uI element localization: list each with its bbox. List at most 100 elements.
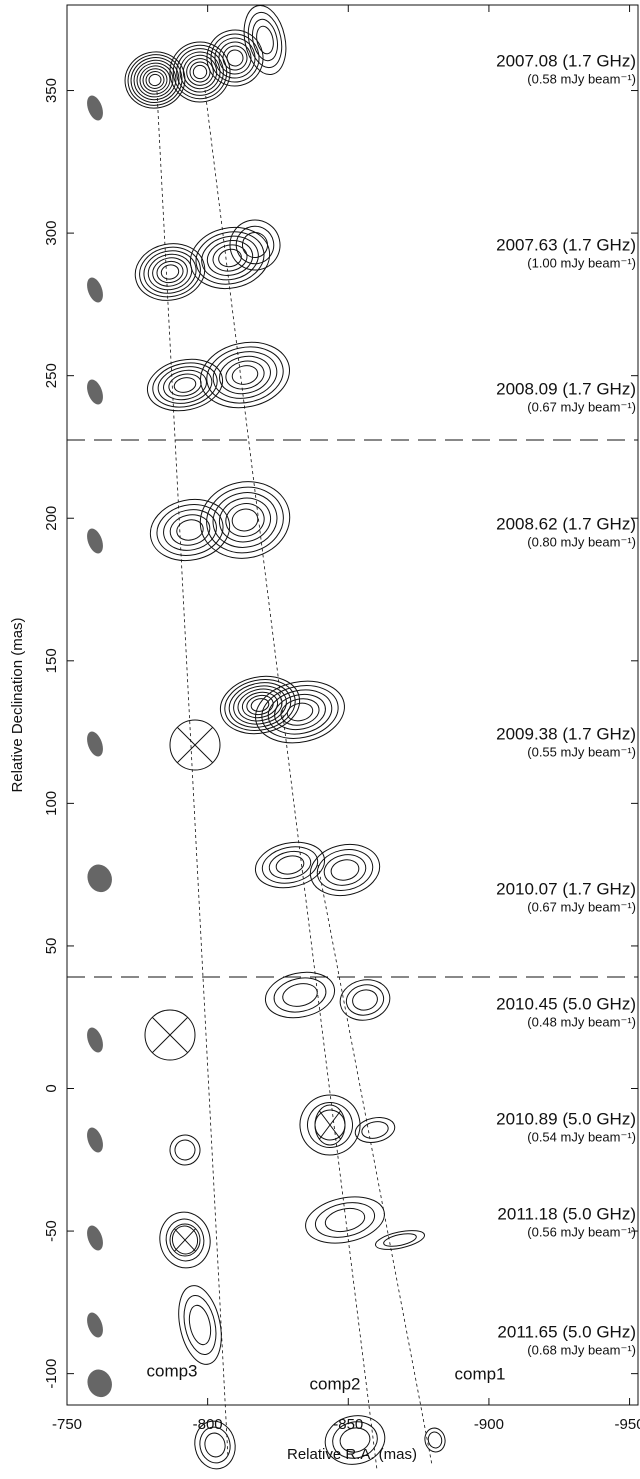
epoch-noise: (0.54 mJy beam⁻¹) (527, 1129, 636, 1144)
x-tick-label: -900 (474, 1416, 504, 1433)
contour-maps (120, 2, 447, 1473)
beam (84, 1366, 116, 1401)
y-tick-label: 50 (43, 938, 60, 955)
y-tick-label: 250 (43, 363, 60, 388)
epoch-noise: (0.55 mJy beam⁻¹) (527, 744, 636, 759)
contour (203, 1431, 228, 1459)
epoch-noise: (1.00 mJy beam⁻¹) (527, 255, 636, 270)
contour (215, 493, 274, 546)
contour (149, 357, 222, 412)
contour (188, 60, 212, 84)
epoch-noise: (0.58 mJy beam⁻¹) (527, 71, 636, 86)
contour (274, 853, 305, 876)
contour (223, 500, 268, 540)
contour (141, 67, 169, 94)
contour (423, 1426, 448, 1454)
beam (84, 1125, 106, 1154)
y-tick-label: 300 (43, 221, 60, 246)
contour (167, 1132, 203, 1168)
contour (257, 679, 343, 745)
plot-frame (67, 5, 638, 1405)
contour (148, 73, 162, 86)
epoch-noise: (0.67 mJy beam⁻¹) (527, 899, 636, 914)
y-tick-label: -100 (43, 1359, 60, 1389)
contour (250, 673, 351, 750)
x-tick-label: -950 (615, 1416, 640, 1433)
beam (84, 1310, 106, 1339)
epoch-label: 2007.63 (1.7 GHz) (496, 235, 636, 254)
contour (336, 975, 393, 1025)
contour (323, 1205, 367, 1235)
epoch-label: 2008.62 (1.7 GHz) (496, 514, 636, 533)
contour (202, 25, 268, 91)
y-tick-label: 200 (43, 506, 60, 531)
contour (120, 46, 190, 113)
y-tick-label: 150 (43, 648, 60, 673)
epoch-label: 2011.18 (5.0 GHz) (497, 1204, 636, 1223)
contour (230, 507, 260, 534)
contour (250, 697, 270, 713)
epoch-noise: (0.56 mJy beam⁻¹) (527, 1224, 636, 1239)
contour (167, 511, 212, 549)
epoch-label: 2008.09 (1.7 GHz) (496, 379, 636, 398)
epoch-label: 2011.65 (5.0 GHz) (497, 1322, 636, 1341)
contour (160, 263, 180, 280)
y-axis-title: Relative Declination (mas) (9, 617, 26, 792)
beam (84, 729, 106, 758)
beam (84, 275, 106, 304)
contour (360, 1119, 389, 1140)
contour (202, 340, 289, 410)
epoch-label: 2009.38 (1.7 GHz) (496, 724, 636, 743)
contour (144, 70, 165, 90)
contour (200, 480, 289, 560)
beam (84, 861, 116, 896)
y-tick-label: 0 (43, 1084, 60, 1092)
contour (191, 226, 269, 291)
beam (84, 93, 106, 122)
contour (155, 259, 185, 285)
epoch-noise: (0.80 mJy beam⁻¹) (527, 534, 636, 549)
y-tick-label: 350 (43, 78, 60, 103)
contour (301, 1190, 388, 1250)
contour (216, 39, 254, 77)
beam (84, 1223, 106, 1252)
beam (84, 1025, 106, 1054)
contour (223, 358, 266, 393)
chart: Relative R.A. (mas) Relative Declination… (0, 0, 640, 1479)
contour (344, 981, 387, 1018)
contour (244, 9, 287, 70)
component-label: comp2 (309, 1374, 360, 1393)
component-label: comp3 (146, 1361, 197, 1380)
contour (231, 363, 260, 386)
contour (245, 693, 275, 717)
contour (261, 966, 339, 1024)
epoch-label: 2010.07 (1.7 GHz) (496, 879, 636, 898)
x-axis-title: Relative R.A. (mas) (287, 1446, 417, 1463)
contour (230, 681, 290, 729)
contour (179, 1293, 221, 1358)
contour (312, 1198, 378, 1243)
contour (173, 376, 197, 394)
contour (192, 64, 208, 80)
epoch-label: 2010.89 (5.0 GHz) (496, 1109, 636, 1128)
beam (84, 526, 106, 555)
y-tick-label: 100 (43, 791, 60, 816)
component-label: comp1 (454, 1364, 505, 1383)
x-tick-label: -800 (193, 1416, 223, 1433)
contour (226, 49, 245, 68)
contour (217, 247, 243, 269)
contour (374, 1227, 426, 1253)
contour (329, 857, 361, 882)
contour (321, 851, 368, 889)
contour (173, 1138, 197, 1162)
component-tracks (157, 90, 432, 1470)
epoch-label: 2007.08 (1.7 GHz) (496, 51, 636, 70)
epoch-noise: (0.48 mJy beam⁻¹) (527, 1014, 636, 1029)
beam (84, 377, 106, 406)
contour (351, 988, 380, 1013)
contour (383, 1231, 418, 1248)
contour (172, 1282, 228, 1369)
epoch-noise: (0.67 mJy beam⁻¹) (527, 399, 636, 414)
epoch-noise: (0.68 mJy beam⁻¹) (527, 1342, 636, 1357)
x-tick-label: -750 (52, 1416, 82, 1433)
